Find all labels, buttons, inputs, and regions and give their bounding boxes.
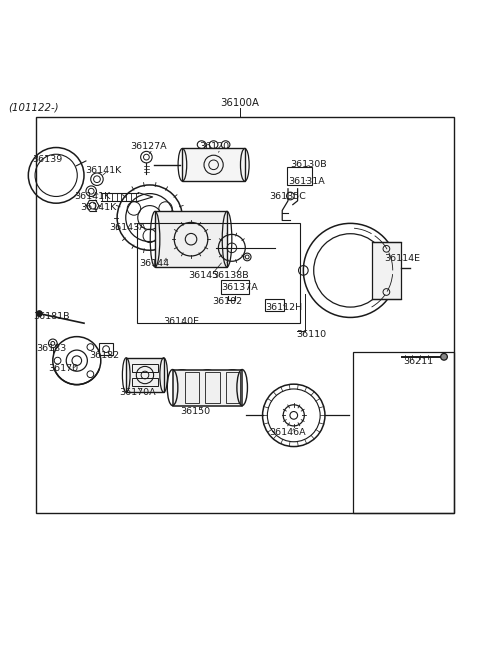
Text: 36146A: 36146A	[269, 428, 305, 437]
Bar	[205, 372, 219, 403]
Bar	[99, 343, 113, 356]
Text: 36141K: 36141K	[81, 203, 117, 213]
Text: (101122-): (101122-)	[9, 102, 59, 112]
Text: 36112H: 36112H	[265, 303, 302, 312]
Bar	[221, 280, 249, 295]
Bar	[265, 299, 284, 311]
Text: 36131A: 36131A	[288, 177, 325, 186]
Text: 36138B: 36138B	[213, 271, 249, 279]
Text: 36141K: 36141K	[74, 192, 111, 201]
Text: 36130B: 36130B	[290, 160, 327, 169]
Text: 36100A: 36100A	[221, 98, 259, 108]
Text: 36141K: 36141K	[85, 166, 122, 175]
Text: 36170: 36170	[48, 364, 78, 373]
Text: 36102: 36102	[212, 297, 242, 306]
Text: 36183: 36183	[36, 344, 66, 353]
Bar	[372, 241, 401, 299]
Text: 36144: 36144	[139, 258, 169, 268]
Bar	[126, 358, 164, 392]
Text: 36139: 36139	[33, 155, 63, 163]
Circle shape	[441, 354, 447, 360]
Text: 36182: 36182	[89, 351, 119, 360]
Bar	[155, 211, 227, 267]
Bar	[36, 117, 454, 513]
Bar	[287, 167, 312, 185]
Bar	[353, 352, 454, 513]
Bar	[137, 223, 300, 323]
Text: 36135C: 36135C	[269, 192, 306, 201]
Text: 36211: 36211	[403, 357, 433, 366]
Text: 36114E: 36114E	[384, 254, 420, 263]
Text: 36150: 36150	[180, 407, 210, 417]
Bar	[173, 369, 242, 405]
Text: 36145: 36145	[189, 271, 219, 279]
Text: 36181B: 36181B	[34, 312, 70, 321]
Text: 36140E: 36140E	[163, 318, 199, 326]
Bar	[184, 372, 199, 403]
Text: 36137A: 36137A	[221, 283, 258, 292]
Text: 36120: 36120	[199, 142, 229, 151]
Text: 36127A: 36127A	[131, 142, 167, 151]
Bar	[132, 379, 158, 386]
Circle shape	[36, 311, 42, 316]
Text: 36170A: 36170A	[119, 388, 156, 398]
Bar	[182, 148, 245, 181]
Text: 36143A: 36143A	[109, 222, 146, 232]
Bar	[226, 372, 240, 403]
Text: 36110: 36110	[297, 330, 327, 338]
Bar	[132, 364, 158, 372]
